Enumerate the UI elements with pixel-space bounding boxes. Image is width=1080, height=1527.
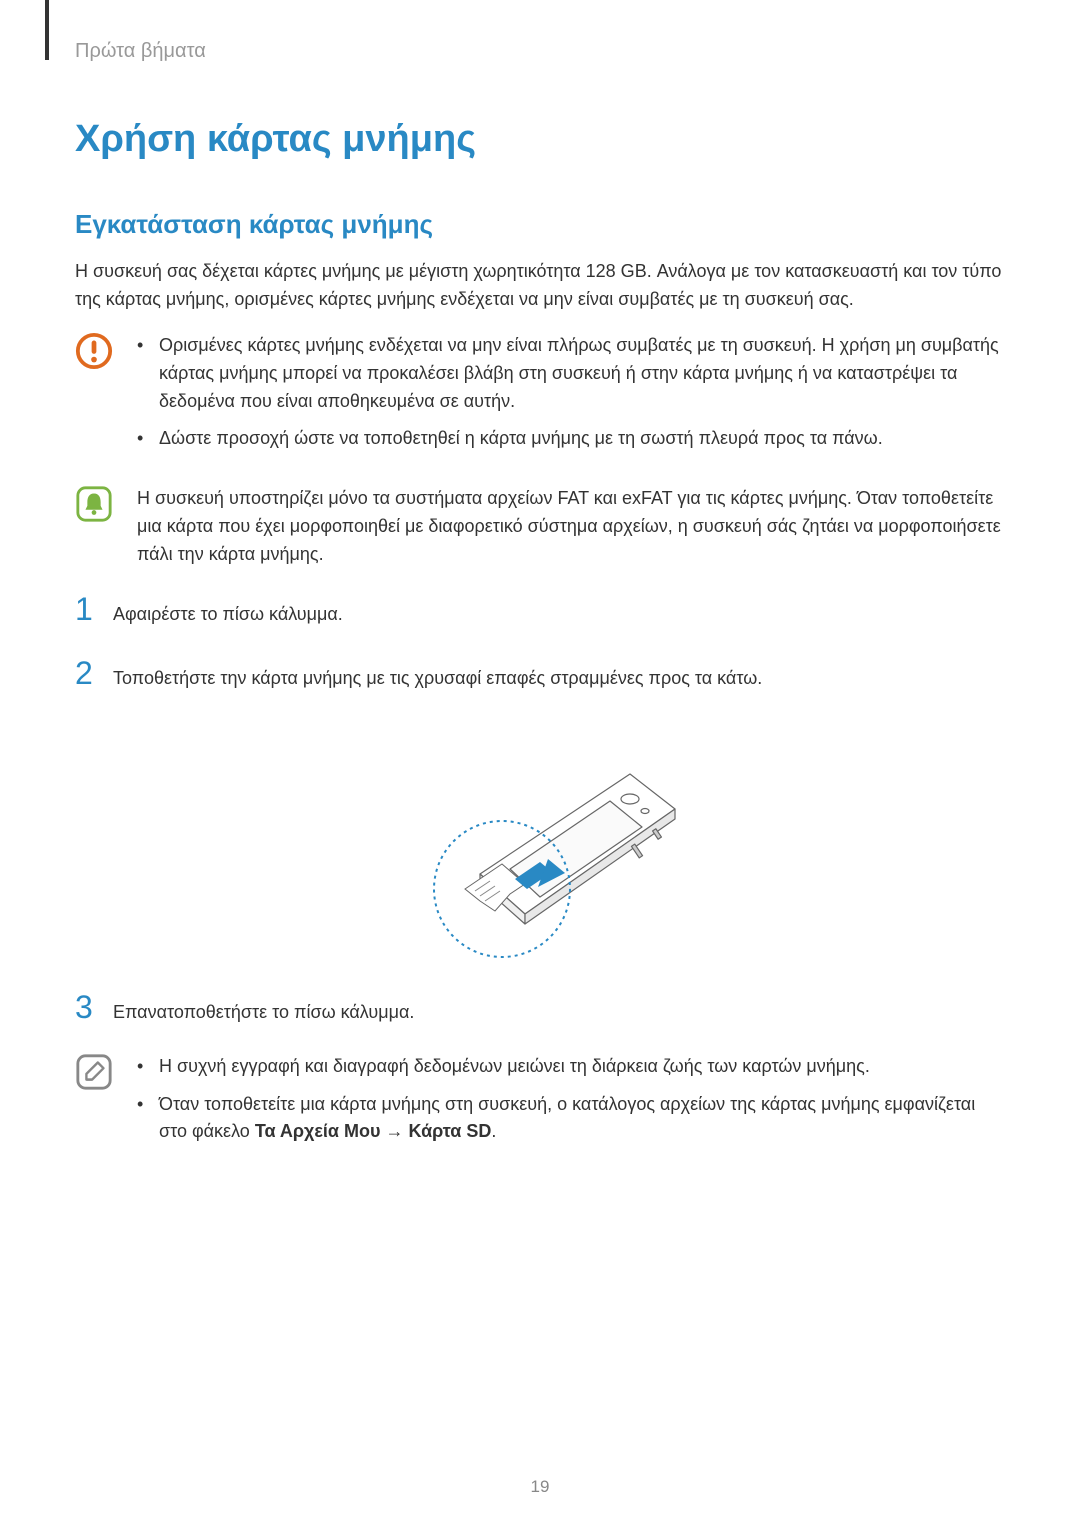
step-number: 3	[75, 989, 113, 1026]
info-block: Η συσκευή υποστηρίζει μόνο τα συστήματα …	[75, 485, 1005, 569]
page-title: Χρήση κάρτας μνήμης	[75, 118, 1005, 161]
pencil-note-icon	[75, 1053, 113, 1091]
step-text: Επανατοποθετήστε το πίσω κάλυμμα.	[113, 999, 414, 1027]
step-number: 2	[75, 655, 113, 692]
step-1: 1 Αφαιρέστε το πίσω κάλυμμα.	[75, 591, 1005, 629]
warning-block: Ορισμένες κάρτες μνήμης ενδέχεται να μην…	[75, 332, 1005, 464]
page-border-marker	[45, 0, 49, 60]
note-item: Η συχνή εγγραφή και διαγραφή δεδομένων μ…	[137, 1053, 1005, 1081]
breadcrumb: Πρώτα βήματα	[75, 40, 1005, 63]
warning-icon	[75, 332, 113, 370]
note-bold: Κάρτα SD	[408, 1121, 491, 1141]
note-bold: Τα Αρχεία Μου	[255, 1121, 381, 1141]
section-subtitle: Εγκατάσταση κάρτας μνήμης	[75, 209, 1005, 240]
note-block: Η συχνή εγγραφή και διαγραφή δεδομένων μ…	[75, 1053, 1005, 1157]
info-icon-wrap	[75, 485, 137, 523]
memory-card-diagram	[380, 719, 700, 959]
note-item: Όταν τοποθετείτε μια κάρτα μνήμης στη συ…	[137, 1091, 1005, 1147]
warning-item: Ορισμένες κάρτες μνήμης ενδέχεται να μην…	[137, 332, 1005, 416]
info-text: Η συσκευή υποστηρίζει μόνο τα συστήματα …	[137, 485, 1005, 569]
note-icon-wrap	[75, 1053, 137, 1091]
page-number: 19	[0, 1477, 1080, 1497]
diagram-container	[75, 719, 1005, 959]
step-3: 3 Επανατοποθετήστε το πίσω κάλυμμα.	[75, 989, 1005, 1027]
note-list: Η συχνή εγγραφή και διαγραφή δεδομένων μ…	[137, 1053, 1005, 1157]
step-text: Τοποθετήστε την κάρτα μνήμης με τις χρυσ…	[113, 665, 762, 693]
step-text: Αφαιρέστε το πίσω κάλυμμα.	[113, 601, 343, 629]
note-period: .	[491, 1121, 496, 1141]
step-2: 2 Τοποθετήστε την κάρτα μνήμης με τις χρ…	[75, 655, 1005, 693]
note-arrow: →	[380, 1121, 408, 1141]
warning-list: Ορισμένες κάρτες μνήμης ενδέχεται να μην…	[137, 332, 1005, 464]
bell-icon	[75, 485, 113, 523]
warning-item: Δώστε προσοχή ώστε να τοποθετηθεί η κάρτ…	[137, 425, 1005, 453]
page-content: Πρώτα βήματα Χρήση κάρτας μνήμης Εγκατάσ…	[0, 0, 1080, 1156]
intro-paragraph: Η συσκευή σας δέχεται κάρτες μνήμης με μ…	[75, 258, 1005, 314]
step-number: 1	[75, 591, 113, 628]
warning-icon-wrap	[75, 332, 137, 370]
